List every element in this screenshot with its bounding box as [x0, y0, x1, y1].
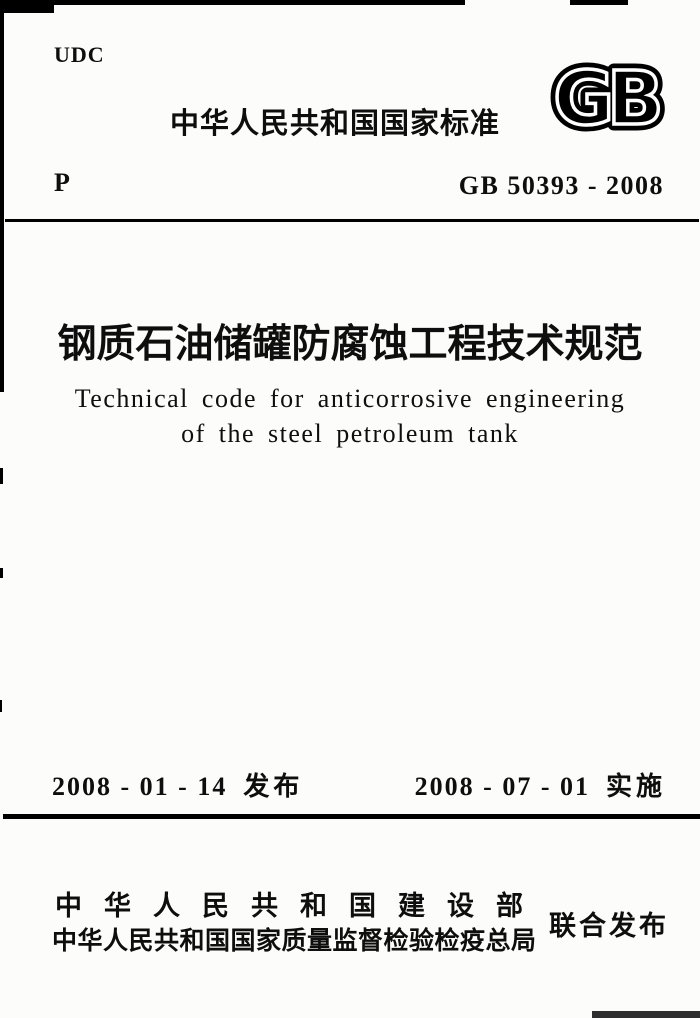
scan-artifact-top-bar — [0, 0, 465, 5]
implementation-date-row: 2008 - 07 - 01 实施 — [415, 766, 666, 803]
scan-artifact-bottom-smudge — [592, 1011, 700, 1018]
scan-artifact-top-smudge — [570, 0, 628, 5]
scan-artifact-left-strip — [0, 0, 4, 392]
standard-title-english-line1: Technical code for anticorrosive enginee… — [74, 384, 626, 413]
implementation-date-label: 实施 — [605, 771, 666, 801]
joint-issue-label: 联合发布 — [549, 911, 669, 941]
udc-label: UDC — [54, 42, 105, 67]
standard-title-chinese: 钢质石油储罐防腐蚀工程技术规范 — [57, 323, 643, 366]
gb-logo-face: GB — [553, 58, 659, 140]
header-divider-line — [5, 219, 699, 222]
gb-standard-logo: GB GB — [538, 50, 673, 149]
scan-artifact-left-dash — [0, 468, 3, 484]
standard-title-english-line2: of the steel petroleum tank — [181, 419, 519, 448]
publisher-ministry: 中华人民共和国建设部 — [55, 891, 545, 921]
issue-date: 2008 - 01 - 14 — [52, 772, 228, 801]
issue-date-row: 2008 - 01 - 14 发布 — [52, 766, 303, 803]
footer-divider-line — [3, 814, 700, 819]
implementation-date: 2008 - 07 - 01 — [414, 772, 590, 801]
national-standard-heading: 中华人民共和国国家标准 — [170, 108, 501, 140]
scan-artifact-corner-patch — [0, 0, 54, 13]
scan-artifact-left-dash — [0, 568, 3, 578]
publisher-aqsiq: 中华人民共和国国家质量监督检验检疫总局 — [52, 927, 537, 955]
standard-number: GB 50393 - 2008 — [458, 171, 664, 200]
scan-artifact-left-dash — [0, 700, 2, 712]
gb-logo-outline: GB — [553, 58, 659, 140]
classification-code: P — [54, 168, 70, 197]
issue-date-label: 发布 — [243, 771, 304, 801]
